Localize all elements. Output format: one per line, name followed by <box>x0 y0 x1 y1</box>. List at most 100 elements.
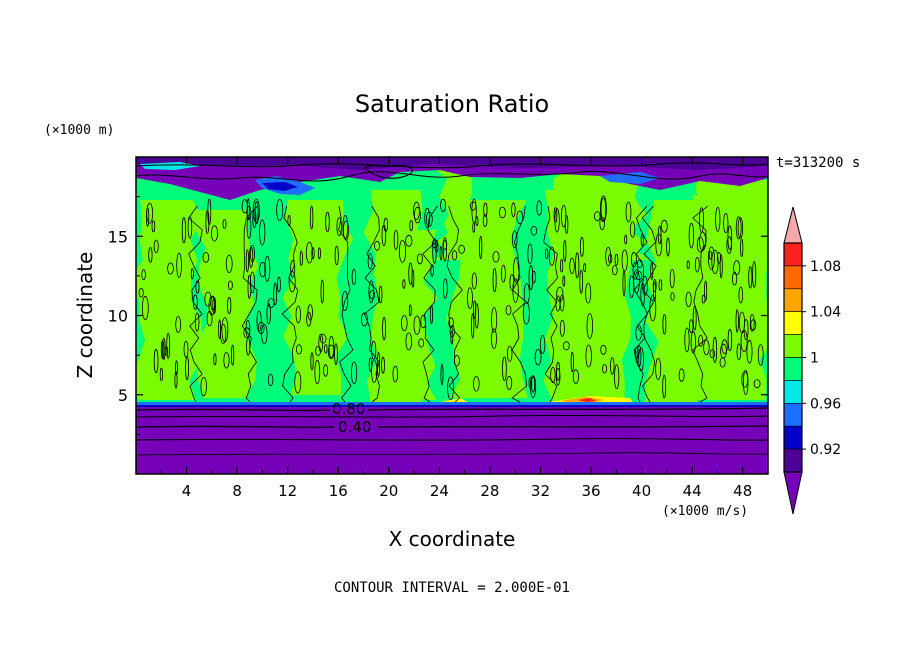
small-contour <box>640 233 644 247</box>
x-tick-label: 24 <box>430 482 449 500</box>
small-contour <box>642 275 648 296</box>
small-contour <box>398 239 407 263</box>
colorbar-swatch <box>783 265 803 290</box>
x-tick-label: 40 <box>632 482 651 500</box>
y-axis-label: Z coordinate <box>73 252 97 379</box>
contour-boundary <box>446 205 463 403</box>
small-contour <box>371 340 377 360</box>
small-contour <box>719 254 723 279</box>
small-contour <box>505 305 512 316</box>
small-contour <box>160 340 165 360</box>
small-contour <box>409 220 414 232</box>
x-tick-label: 20 <box>379 482 398 500</box>
small-contour <box>190 268 194 280</box>
small-contour <box>299 250 303 266</box>
small-contour <box>600 195 607 223</box>
small-contour <box>737 217 744 239</box>
small-contour <box>212 296 217 314</box>
small-contour <box>153 239 159 254</box>
small-contour <box>703 339 710 356</box>
small-contour <box>669 268 675 289</box>
contour-boundary <box>511 205 528 403</box>
small-contour <box>222 219 227 229</box>
contour-interval-footer: CONTOUR INTERVAL = 2.000E-01 <box>334 580 570 596</box>
small-contour <box>516 210 524 225</box>
small-contour <box>585 282 592 304</box>
y-axis-ticks: 5 10 15 <box>108 196 768 435</box>
small-contour <box>151 220 156 233</box>
colorbar-swatch <box>783 242 803 267</box>
small-contour <box>405 234 413 247</box>
small-contour <box>690 330 696 354</box>
x-tick-label: 44 <box>683 482 702 500</box>
small-contour <box>555 368 561 386</box>
small-contour <box>458 244 465 254</box>
small-contour <box>727 328 733 352</box>
small-contour <box>579 236 584 257</box>
contour-boundary <box>363 205 380 403</box>
small-contour <box>523 283 530 305</box>
x-tick-label: 8 <box>232 482 242 500</box>
small-contour <box>207 198 212 225</box>
small-contour <box>719 357 726 368</box>
contour-boundary <box>241 205 258 403</box>
red-patch <box>578 398 596 402</box>
small-contour <box>553 207 558 223</box>
small-contour <box>628 275 635 299</box>
small-contour <box>254 201 259 225</box>
small-contour <box>430 264 434 277</box>
x-tick-label: 16 <box>329 482 348 500</box>
x-axis-ticks: 4 8 12 16 20 24 28 32 36 40 44 48 <box>160 157 752 500</box>
contour-line <box>136 437 768 441</box>
small-contour <box>146 207 150 227</box>
small-contour <box>382 316 387 341</box>
small-contour <box>716 251 722 264</box>
y-axis-unit: (×1000 m) <box>44 123 114 138</box>
time-label: t=313200 s <box>776 155 860 171</box>
small-contour <box>159 367 163 382</box>
small-contour <box>227 296 232 315</box>
small-contour <box>166 332 171 359</box>
small-contour <box>146 202 154 224</box>
small-contour <box>614 364 620 390</box>
small-contour <box>666 237 670 257</box>
small-contour <box>225 254 233 273</box>
small-contour <box>315 345 322 356</box>
small-contour <box>141 295 149 320</box>
small-contour <box>420 314 427 329</box>
small-contour <box>600 344 607 355</box>
small-contour <box>309 205 314 230</box>
small-contour <box>711 249 719 275</box>
colorbar-swatch <box>783 288 803 312</box>
small-contour <box>306 311 312 327</box>
small-contour <box>544 248 549 259</box>
small-contour <box>534 348 542 366</box>
small-contour <box>325 211 330 233</box>
small-contour <box>715 206 721 232</box>
small-contour <box>378 285 383 304</box>
colorbar-swatch <box>783 334 803 358</box>
small-contour <box>472 222 476 233</box>
small-contour <box>413 206 421 224</box>
small-contour <box>206 310 213 327</box>
small-contour <box>562 341 570 351</box>
green-column <box>136 200 203 400</box>
small-contour <box>350 361 358 385</box>
small-contour <box>442 237 447 262</box>
y-tick-label: 5 <box>118 386 128 405</box>
small-contour <box>572 369 580 384</box>
small-contour <box>341 291 349 311</box>
small-contour <box>336 217 342 237</box>
small-contour <box>314 359 321 385</box>
small-contour <box>554 208 560 233</box>
small-contour <box>611 265 618 276</box>
small-contour <box>194 312 200 332</box>
small-contour <box>351 268 357 286</box>
x-axis-label: X coordinate <box>389 527 516 551</box>
small-contour <box>328 335 335 359</box>
small-contour <box>205 210 210 234</box>
small-contour <box>511 202 516 218</box>
green-column <box>193 210 259 398</box>
upper-blue-pocket <box>600 172 660 184</box>
small-contour <box>599 216 605 231</box>
